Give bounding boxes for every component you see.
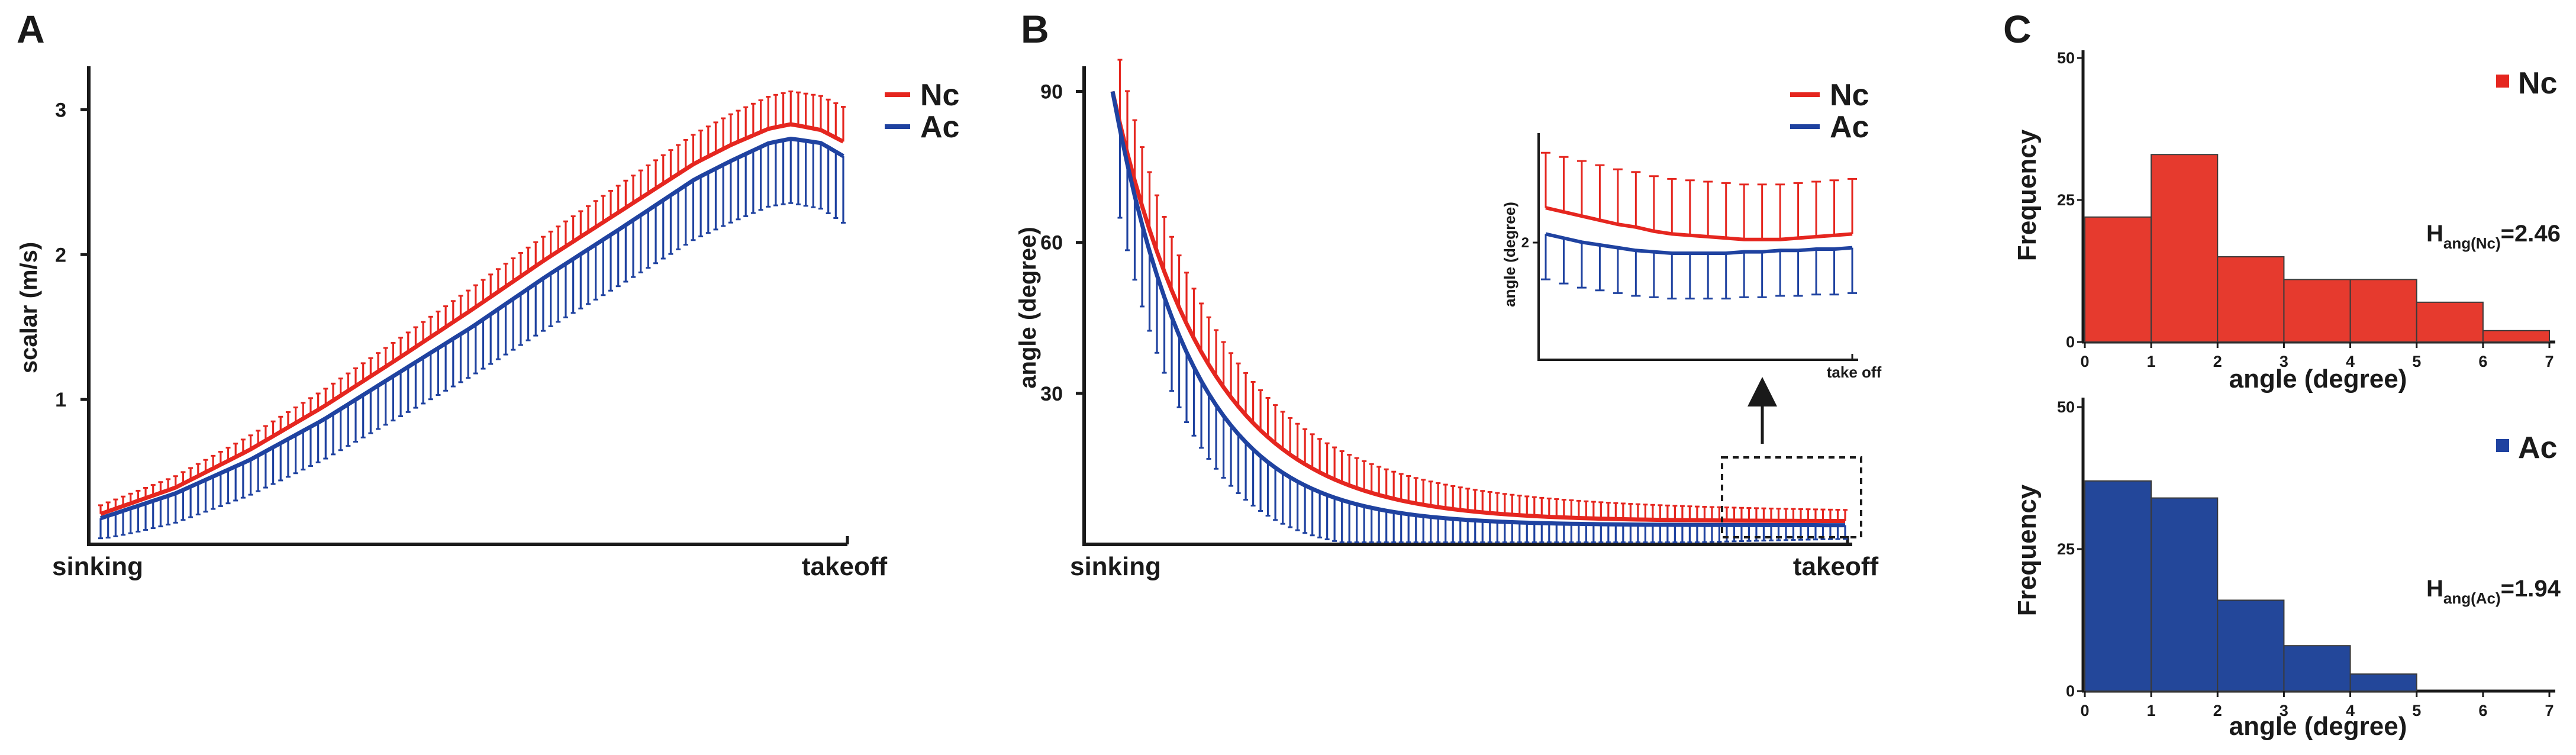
panel-b-zoom-box: [1721, 456, 1862, 538]
inset-nc-line: [1545, 206, 1853, 241]
hist-nc-x-tick-label: 7: [2545, 353, 2554, 370]
hist-nc-y-axis-title: Frequency: [2013, 129, 2042, 261]
hist-ac-legend-label: Ac: [2518, 431, 2557, 465]
panel-b-series-lines: [1110, 91, 1846, 528]
hist-ac-entropy: Hang(Ac)=1.94: [2426, 576, 2561, 607]
hist-ac-bar: [2217, 599, 2285, 692]
hist-nc-entropy: Hang(Nc)=2.46: [2426, 221, 2561, 252]
panel-a-legend-nc-label: Nc: [920, 78, 959, 112]
hist-nc-x-tick-label: 4: [2346, 353, 2355, 370]
panel-a-series-lines: [99, 122, 844, 521]
panel-label-b: B: [1021, 7, 1049, 51]
inset-y-axis-title: angle (degree): [1501, 202, 1518, 307]
panel-c-ac-histogram: 0 1 2 3 4 5 6 7 0 25 50 Frequency angle (degree) A…: [2013, 398, 2561, 741]
panel-a-x-end-label: takeoff: [802, 552, 888, 581]
hist-ac-y-axis-title: Frequency: [2013, 484, 2042, 616]
hist-nc-x-tick-label: 0: [2080, 353, 2089, 370]
hist-ac-x-tick-label: 4: [2346, 702, 2355, 719]
hist-ac-x-axis-title: angle (degree): [2229, 712, 2407, 741]
hist-nc-bar: [2283, 279, 2351, 343]
hist-nc-bar: [2349, 279, 2417, 343]
panel-b-legend-ac-label: Ac: [1830, 110, 1869, 144]
hist-ac-bars: [2084, 480, 2417, 692]
hist-nc-bar: [2482, 330, 2550, 343]
panel-b-inset: 2 angle (degree) take off: [1501, 133, 1882, 381]
hist-ac-y-tick-label: 0: [2066, 682, 2075, 700]
hist-ac-x-tick-label: 3: [2280, 702, 2288, 719]
panel-a-y-ticks: 1 2 3: [55, 99, 89, 411]
hist-ac-bar: [2349, 673, 2417, 692]
hist-nc-y-tick-label: 0: [2066, 333, 2075, 351]
panel-b-x-end-label: takeoff: [1793, 552, 1879, 581]
hist-ac-x-tick-label: 6: [2478, 702, 2487, 719]
hist-nc-legend-label: Nc: [2518, 66, 2557, 101]
hist-ac-bar: [2151, 497, 2219, 692]
y-tick-label: 3: [55, 99, 66, 121]
y-tick-label: 2: [55, 244, 66, 266]
hist-nc-x-axis-title: angle (degree): [2229, 364, 2407, 393]
hist-nc-y-tick-label: 50: [2057, 49, 2075, 67]
hist-ac-x-tick-label: 1: [2147, 702, 2156, 719]
panel-b-y-axis-title: angle (degree): [1015, 227, 1041, 388]
hist-ac-ticks: 0 1 2 3 4 5 6 7 0 25 50: [2057, 398, 2554, 719]
hist-ac-x-tick-label: 0: [2080, 702, 2089, 719]
panel-c-nc-histogram: 0 1 2 3 4 5 6 7 0 25 50 Frequency angle (degree) N…: [2013, 49, 2561, 393]
panel-b-x-start-label: sinking: [1070, 552, 1161, 581]
hist-nc-x-tick-label: 1: [2147, 353, 2156, 370]
inset-series-lines: [1545, 206, 1853, 255]
hist-ac-x-tick-label: 5: [2412, 702, 2421, 719]
panel-a-error-bars: [98, 90, 846, 540]
panel-a-legend-ac-label: Ac: [920, 110, 959, 144]
hist-ac-x-tick-label: 7: [2545, 702, 2554, 719]
hist-nc-ticks: 0 1 2 3 4 5 6 7 0 25 50: [2057, 49, 2554, 370]
panel-b-legend: Nc Ac: [1790, 78, 1869, 144]
hist-ac-x-tick-label: 2: [2213, 702, 2222, 719]
hist-ac-bar: [2283, 645, 2351, 692]
hist-nc-y-tick-label: 25: [2057, 191, 2075, 209]
hist-nc-x-tick-label: 3: [2280, 353, 2288, 370]
panel-a-ac-line: [99, 137, 844, 521]
panel-b-error-bars: [1117, 59, 1848, 544]
hist-nc-bar: [2084, 216, 2152, 343]
inset-x-label: take off: [1827, 363, 1882, 381]
y-tick-label: 90: [1040, 81, 1063, 104]
hist-nc-bars: [2084, 154, 2550, 343]
panel-b-angle-chart: 30 60 90 angle (degree) sinking takeoff Nc…: [1015, 59, 1882, 581]
inset-y-tick-label: 2: [1521, 235, 1529, 251]
hist-nc-x-tick-label: 2: [2213, 353, 2222, 370]
panel-label-c: C: [2003, 7, 2032, 51]
hist-ac-y-tick-label: 50: [2057, 398, 2075, 416]
hist-ac-bar: [2084, 480, 2152, 692]
panel-a-nc-line: [99, 122, 844, 516]
y-tick-label: 1: [55, 389, 66, 411]
inset-error-bars: [1541, 151, 1857, 300]
hist-nc-legend-swatch: [2496, 75, 2509, 88]
panel-a-y-axis-title: scalar (m/s): [16, 242, 42, 373]
panel-b-y-ticks: 30 60 90: [1040, 81, 1084, 405]
hist-nc-bar: [2416, 301, 2484, 343]
hist-nc-bar: [2151, 154, 2219, 343]
hist-nc-bar: [2217, 256, 2285, 343]
hist-nc-x-tick-label: 5: [2412, 353, 2421, 370]
panel-a-legend: Nc Ac: [885, 78, 959, 144]
inset-ac-line: [1545, 232, 1853, 255]
hist-nc-x-tick-label: 6: [2478, 353, 2487, 370]
hist-ac-y-tick-label: 25: [2057, 540, 2075, 558]
panel-label-a: A: [17, 7, 45, 51]
y-tick-label: 30: [1040, 383, 1063, 405]
y-tick-label: 60: [1040, 232, 1063, 254]
panel-b-ac-line: [1110, 91, 1846, 528]
hist-ac-legend-swatch: [2496, 439, 2509, 452]
panel-a-x-start-label: sinking: [52, 552, 143, 581]
panel-a-scalar-chart: 1 2 3 scalar (m/s) sinking takeoff Nc Ac: [16, 66, 959, 581]
panel-b-legend-nc-label: Nc: [1830, 78, 1869, 112]
